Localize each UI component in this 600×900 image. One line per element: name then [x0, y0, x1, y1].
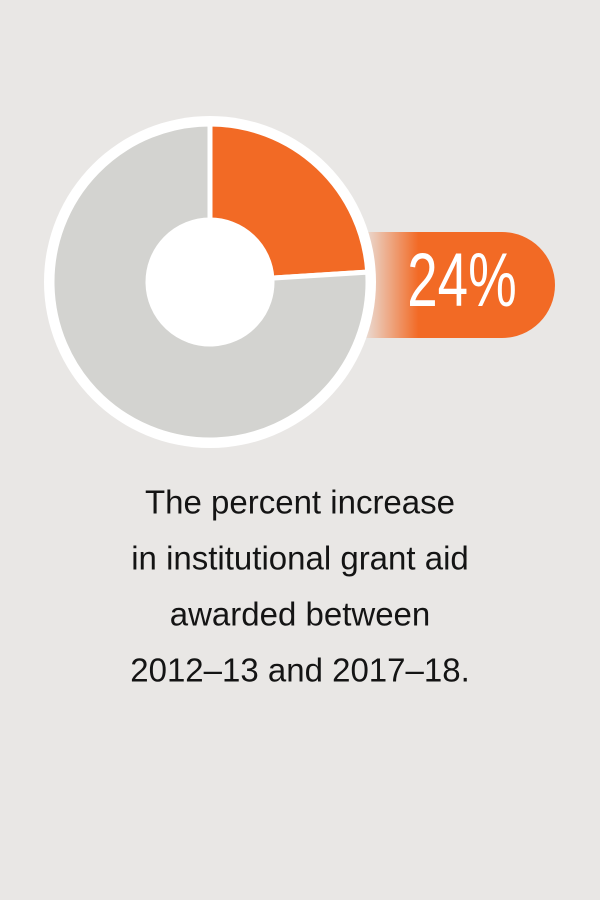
caption-line: in institutional grant aid [131, 540, 469, 577]
caption-line: The percent increase [145, 484, 455, 521]
caption: The percent increase in institutional gra… [130, 484, 470, 689]
donut-slice [49, 121, 371, 443]
donut-hole [149, 221, 271, 343]
value-label-group: 24% [407, 238, 517, 323]
caption-line: awarded between [170, 596, 431, 633]
value-badge [360, 232, 555, 338]
caption-line: 2012–13 and 2017–18. [130, 652, 470, 689]
donut-slice [207, 121, 371, 281]
value-label: 24% [407, 238, 517, 323]
donut [44, 116, 376, 448]
